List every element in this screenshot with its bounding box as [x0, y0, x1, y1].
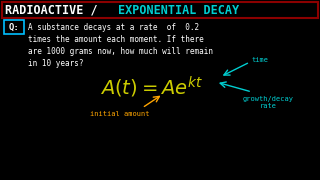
- Text: growth/decay
rate: growth/decay rate: [243, 96, 293, 109]
- Text: time: time: [252, 57, 269, 63]
- Text: EXPONENTIAL DECAY: EXPONENTIAL DECAY: [118, 3, 239, 17]
- Text: times the amount each moment. If there: times the amount each moment. If there: [28, 35, 204, 44]
- Text: $A(t) = Ae^{kt}$: $A(t) = Ae^{kt}$: [100, 74, 203, 100]
- Text: RADIOACTIVE /: RADIOACTIVE /: [5, 3, 105, 17]
- Bar: [4, 20, 24, 34]
- Text: are 1000 grams now, how much will remain: are 1000 grams now, how much will remain: [28, 46, 213, 55]
- Text: A substance decays at a rate  of  0.2: A substance decays at a rate of 0.2: [28, 22, 199, 32]
- Text: initial amount: initial amount: [90, 111, 150, 117]
- Text: in 10 years?: in 10 years?: [28, 58, 84, 68]
- Bar: [2, 2, 318, 18]
- Text: Q:: Q:: [9, 22, 20, 32]
